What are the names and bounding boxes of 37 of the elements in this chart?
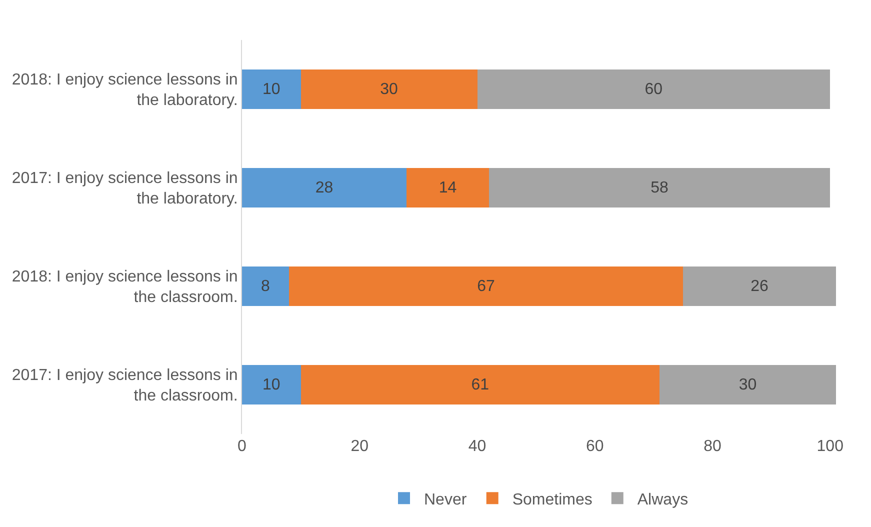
bar: [242, 70, 301, 109]
x-tick-label: 80: [704, 438, 722, 455]
data-label: 58: [650, 179, 669, 196]
data-label: 30: [380, 80, 398, 98]
data-label: 61: [471, 376, 490, 394]
data-label: 67: [477, 278, 496, 295]
data-label: 10: [262, 376, 280, 394]
bar: [477, 70, 830, 109]
data-label: 30: [738, 376, 757, 394]
bar: [300, 70, 478, 109]
bar: [242, 168, 407, 208]
legend-label: Sometimes: [512, 491, 592, 508]
y-tick-label: 2018: I enjoy science lessons in the classroom.: [12, 268, 238, 306]
data-label: 28: [315, 179, 334, 196]
data-label: 10: [262, 80, 280, 98]
y-tick-label: 2018: I enjoy science lessons in the laboratory.: [12, 71, 238, 110]
y-tick-label: 2017: I enjoy science lessons in the laboratory.: [12, 170, 238, 208]
y-tick-label: 2017: I enjoy science lessons in the classroom.: [12, 366, 238, 405]
bar: [242, 365, 301, 404]
data-label: 26: [750, 278, 768, 295]
bar: [683, 266, 836, 306]
legend-label: Always: [637, 491, 688, 508]
bar: [242, 266, 290, 306]
data-label: 14: [438, 179, 457, 196]
bar: [300, 365, 660, 404]
x-tick-label: 0: [238, 438, 247, 455]
x-tick-label: 100: [816, 438, 844, 455]
bar: [406, 168, 490, 208]
legend-label: Never: [424, 491, 468, 508]
bar: [289, 266, 684, 306]
bar: [489, 168, 830, 208]
x-tick-label: 20: [350, 438, 369, 455]
x-tick-label: 40: [468, 438, 486, 455]
bar: [660, 365, 836, 404]
x-tick-label: 60: [586, 438, 604, 455]
data-label: 8: [261, 278, 270, 295]
data-label: 60: [644, 80, 663, 98]
